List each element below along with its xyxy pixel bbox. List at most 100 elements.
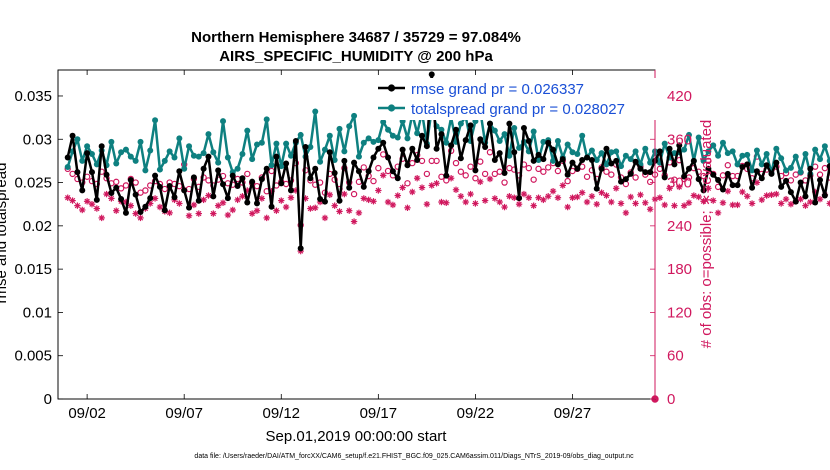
obs-possible-marker [452, 159, 460, 167]
asterisk-stroke [215, 202, 221, 209]
asterisk-stroke [327, 192, 333, 198]
rmse-series-point [671, 161, 678, 168]
rmse-series-point [220, 181, 227, 188]
totalspread-series-point [632, 148, 639, 155]
obs-evaluated-marker [443, 199, 450, 206]
obs-possible-marker [122, 182, 130, 189]
asterisk-stroke [132, 210, 139, 217]
totalspread-series-point [564, 141, 571, 148]
asterisk-stroke [603, 192, 610, 199]
rmse-series-point [516, 195, 523, 202]
axis-ticks: 09/02 09/07 09/12 09/17 09/22 09/27 0 0.005 0.01… [14, 70, 692, 422]
asterisk-stroke [463, 199, 469, 205]
asterisk-stroke [458, 193, 464, 199]
asterisk-stroke [264, 215, 270, 221]
asterisk-stroke [336, 208, 343, 215]
obs-evaluated-marker [797, 195, 804, 203]
rmse-series-point [540, 156, 547, 163]
rmse-series-point [574, 165, 581, 172]
asterisk-stroke [322, 215, 328, 221]
obs-possible-marker [132, 179, 139, 186]
y-tick-label: 0.005 [14, 348, 52, 365]
asterisk-stroke [399, 184, 406, 191]
obs-possible-marker [370, 177, 377, 185]
totalspread-series-point [321, 146, 328, 153]
asterisk-stroke [331, 202, 338, 209]
asterisk-stroke [564, 204, 571, 210]
rmse-series-point [239, 175, 246, 182]
asterisk-stroke [676, 184, 682, 190]
rmse-series-point [773, 159, 780, 166]
rmse-series-point [341, 157, 348, 164]
obs-evaluated-marker [457, 193, 465, 200]
asterisk-stroke [351, 218, 357, 225]
obs-evaluated-marker [700, 198, 707, 205]
obs-possible-marker [821, 164, 829, 172]
totalspread-series-point [79, 157, 86, 164]
asterisk-stroke [487, 176, 493, 182]
rmse-series-point [608, 160, 615, 167]
obs-evaluated-marker [588, 193, 596, 200]
asterisk-stroke [356, 210, 362, 216]
obs-evaluated-marker [132, 210, 139, 217]
asterisk-stroke [817, 196, 823, 202]
legend-totalspread-marker [387, 104, 396, 112]
rmse-series-point [258, 176, 265, 183]
totalspread-series-point [118, 149, 125, 156]
obs-evaluated-marker [646, 206, 654, 213]
totalspread-series-point [744, 151, 751, 158]
obs-evaluated-marker [355, 209, 363, 217]
totalspread-series-point [681, 146, 688, 153]
totalspread-series-point [147, 147, 154, 154]
rmse-series-point [724, 170, 731, 177]
rmse-series-point [826, 163, 830, 170]
totalspread-series-point [715, 152, 722, 159]
rmse-series-point [370, 154, 377, 161]
asterisk-stroke [69, 197, 76, 204]
obs-evaluated-marker [802, 202, 809, 209]
totalspread-series-point [797, 169, 804, 176]
rmse-series-point [64, 154, 71, 161]
obs-evaluated-marker [540, 196, 547, 204]
asterisk-stroke [375, 187, 382, 194]
totalspread-series-point [773, 145, 780, 152]
asterisk-stroke [725, 188, 731, 194]
obs-possible-marker [501, 179, 508, 186]
rmse-series-point [783, 177, 790, 184]
asterisk-stroke [249, 210, 255, 217]
obs-evaluated-marker [486, 175, 494, 183]
asterisk-stroke [166, 210, 173, 216]
rmse-series-point [525, 137, 532, 144]
rmse-series-point [438, 131, 445, 138]
asterisk-stroke [210, 210, 217, 217]
y-tick-label: 0.015 [14, 261, 52, 278]
rmse-series-point [559, 156, 566, 163]
totalspread-series-point [268, 162, 275, 169]
obs-evaluated-marker [763, 192, 770, 199]
asterisk-stroke [589, 193, 595, 199]
totalspread-series-point [244, 127, 251, 134]
obs-evaluated-marker [370, 198, 377, 205]
obs-evaluated-marker [481, 197, 489, 204]
asterisk-stroke [98, 215, 105, 221]
totalspread-series-point [783, 167, 790, 174]
rmse-series-point [331, 170, 338, 177]
obs-evaluated-marker [530, 202, 537, 209]
asterisk-stroke [579, 189, 585, 196]
rmse-series-point [511, 149, 518, 156]
rmse-series-point [603, 145, 610, 152]
totalspread-series-point [317, 158, 324, 165]
asterisk-stroke [628, 194, 634, 200]
asterisk-stroke [545, 193, 551, 199]
obs-evaluated-marker [753, 179, 761, 186]
asterisk-stroke [74, 202, 81, 209]
asterisk-stroke [754, 179, 760, 186]
asterisk-stroke [186, 213, 192, 219]
obs-evaluated-marker [496, 198, 503, 206]
obs-evaluated-marker [680, 202, 688, 209]
rmse-series-point [108, 189, 115, 196]
totalspread-series-point [457, 120, 464, 127]
y2-tick-label: 300 [667, 175, 692, 192]
obs-possible-marker [816, 171, 824, 178]
